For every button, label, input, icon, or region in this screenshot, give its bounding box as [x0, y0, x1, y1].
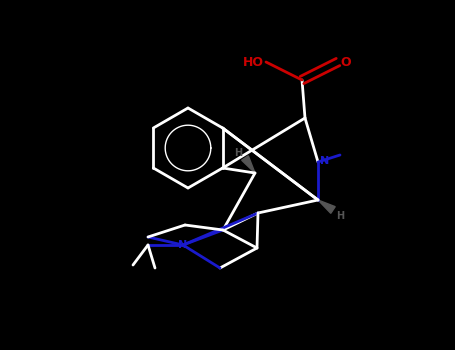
Text: H: H [336, 211, 344, 221]
Text: O: O [340, 56, 351, 69]
Text: N: N [178, 240, 187, 250]
Polygon shape [318, 200, 335, 214]
Text: N: N [320, 156, 329, 166]
Text: H: H [234, 148, 242, 158]
Text: HO: HO [243, 56, 264, 69]
Polygon shape [242, 156, 255, 173]
